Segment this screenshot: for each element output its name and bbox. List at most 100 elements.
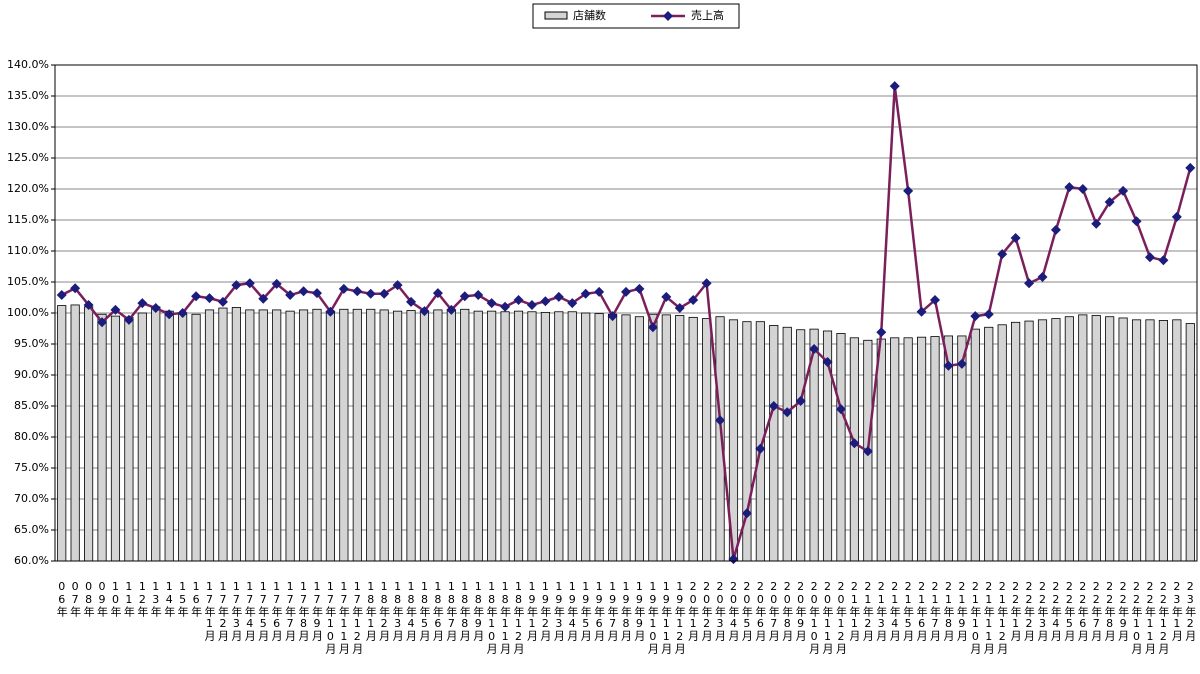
marker xyxy=(1024,278,1035,289)
x-tick-label: 18年9月 xyxy=(472,580,485,641)
marker xyxy=(540,296,551,307)
marker xyxy=(150,303,161,314)
marker xyxy=(258,293,269,304)
x-tick-label: 20年4月 xyxy=(727,580,740,641)
x-tick-label: 21年7月 xyxy=(929,580,942,641)
bar xyxy=(527,311,537,562)
marker xyxy=(1010,232,1021,243)
bar xyxy=(1118,317,1128,562)
y-tick-label: 110.0% xyxy=(7,244,49,257)
x-tick-label: 17年1月 xyxy=(203,580,216,641)
marker xyxy=(352,286,363,297)
x-tick-label: 21年4月 xyxy=(888,580,901,641)
marker xyxy=(768,401,779,411)
bar xyxy=(554,311,564,562)
legend-label: 売上高 xyxy=(691,8,724,22)
bar xyxy=(1131,319,1142,562)
bar xyxy=(473,310,483,562)
bar xyxy=(285,310,295,562)
x-tick-label: 21年8月 xyxy=(942,580,955,641)
bar xyxy=(312,308,322,562)
plot-border xyxy=(54,64,1198,562)
bar xyxy=(298,309,309,562)
bar xyxy=(339,308,349,562)
marker xyxy=(486,298,497,309)
bar xyxy=(487,310,497,562)
bar xyxy=(903,337,913,562)
bar xyxy=(70,304,80,562)
x-tick-label: 22年9月 xyxy=(1117,580,1130,641)
marker xyxy=(83,299,94,310)
x-tick-label: 18年12月 xyxy=(512,580,525,654)
x-tick-label: 16年 xyxy=(190,580,203,617)
y-tick-label: 85.0% xyxy=(14,399,49,412)
x-tick-label: 17年3月 xyxy=(230,580,243,641)
marker xyxy=(338,283,349,294)
x-tick-label: 21年6月 xyxy=(915,580,928,641)
x-tick-label: 22年8月 xyxy=(1103,580,1116,641)
x-tick-label: 17年7月 xyxy=(284,580,297,641)
marker xyxy=(701,278,712,289)
marker xyxy=(755,443,766,454)
marker xyxy=(674,303,685,314)
marker xyxy=(217,296,228,307)
legend-marker xyxy=(663,11,673,21)
bar xyxy=(984,326,994,562)
marker xyxy=(365,288,376,299)
bar xyxy=(446,310,456,562)
marker xyxy=(809,343,820,354)
bar xyxy=(1145,319,1155,562)
marker xyxy=(983,309,994,320)
x-tick-label: 23年1月 xyxy=(1170,580,1183,641)
x-tick-label: 17年12月 xyxy=(351,580,364,654)
marker xyxy=(419,306,430,317)
marker xyxy=(311,288,322,299)
marker xyxy=(822,356,833,367)
x-tick-label: 19年4月 xyxy=(566,580,579,641)
x-tick-label: 17年2月 xyxy=(216,580,229,641)
bar xyxy=(433,309,443,562)
x-tick-label: 22年1月 xyxy=(1009,580,1022,641)
x-tick-label: 22年11月 xyxy=(1143,580,1156,654)
marker xyxy=(553,291,564,302)
x-tick-label: 19年6月 xyxy=(593,580,606,641)
x-tick-label: 18年1月 xyxy=(364,580,377,641)
bar xyxy=(204,309,215,562)
bar xyxy=(1011,321,1021,562)
x-tick-label: 20年10月 xyxy=(808,580,821,654)
x-tick-label: 17年4月 xyxy=(243,580,256,641)
x-tick-label: 19年12月 xyxy=(673,580,686,654)
marker xyxy=(526,299,537,310)
marker xyxy=(137,298,148,309)
marker xyxy=(1104,197,1115,208)
marker xyxy=(970,311,981,322)
x-tick-label: 20年8月 xyxy=(781,580,794,641)
bar xyxy=(621,314,631,562)
y-tick-label: 100.0% xyxy=(7,306,49,319)
x-tick-label: 06年 xyxy=(55,580,68,617)
bar xyxy=(1185,323,1195,562)
bar xyxy=(393,310,403,562)
x-tick-label: 20年3月 xyxy=(714,580,727,641)
bar xyxy=(258,309,268,562)
bar xyxy=(970,328,980,562)
x-tick-label: 19年10月 xyxy=(646,580,659,654)
x-tick-label: 22年10月 xyxy=(1130,580,1143,654)
x-tick-label: 21年1月 xyxy=(848,580,861,641)
bar xyxy=(500,311,510,562)
x-tick-label: 21年11月 xyxy=(982,580,995,654)
x-tick-label: 21年2月 xyxy=(861,580,874,641)
bar xyxy=(164,310,174,562)
marker xyxy=(500,301,511,312)
x-tick-label: 20年7月 xyxy=(767,580,780,641)
x-tick-label: 07年 xyxy=(69,580,82,617)
marker xyxy=(191,291,202,302)
bar xyxy=(688,316,698,562)
bar xyxy=(1078,314,1088,562)
x-tick-label: 21年9月 xyxy=(955,580,968,641)
marker xyxy=(285,290,296,301)
marker xyxy=(661,291,672,302)
marker xyxy=(379,288,390,299)
marker xyxy=(1050,224,1061,235)
marker xyxy=(392,280,403,291)
